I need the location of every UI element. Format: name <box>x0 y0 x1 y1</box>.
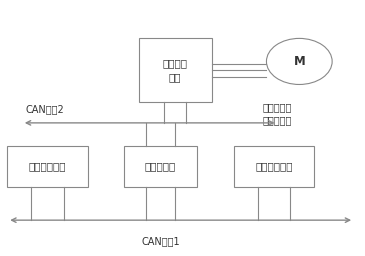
Text: M: M <box>293 55 305 68</box>
Text: CAN总线1: CAN总线1 <box>141 236 180 246</box>
Text: 整车控制器: 整车控制器 <box>145 161 176 172</box>
Bar <box>7 146 88 187</box>
Text: 电动汽车交
流异步电机: 电动汽车交 流异步电机 <box>263 102 292 126</box>
Bar <box>124 146 197 187</box>
Text: 触摸屏控制器: 触摸屏控制器 <box>255 161 292 172</box>
Text: CAN总线2: CAN总线2 <box>26 104 64 114</box>
Bar <box>139 38 212 102</box>
Text: 电池管理系统: 电池管理系统 <box>29 161 66 172</box>
Circle shape <box>266 38 332 84</box>
Bar <box>234 146 314 187</box>
Text: 电机驱动
系统: 电机驱动 系统 <box>163 58 188 82</box>
